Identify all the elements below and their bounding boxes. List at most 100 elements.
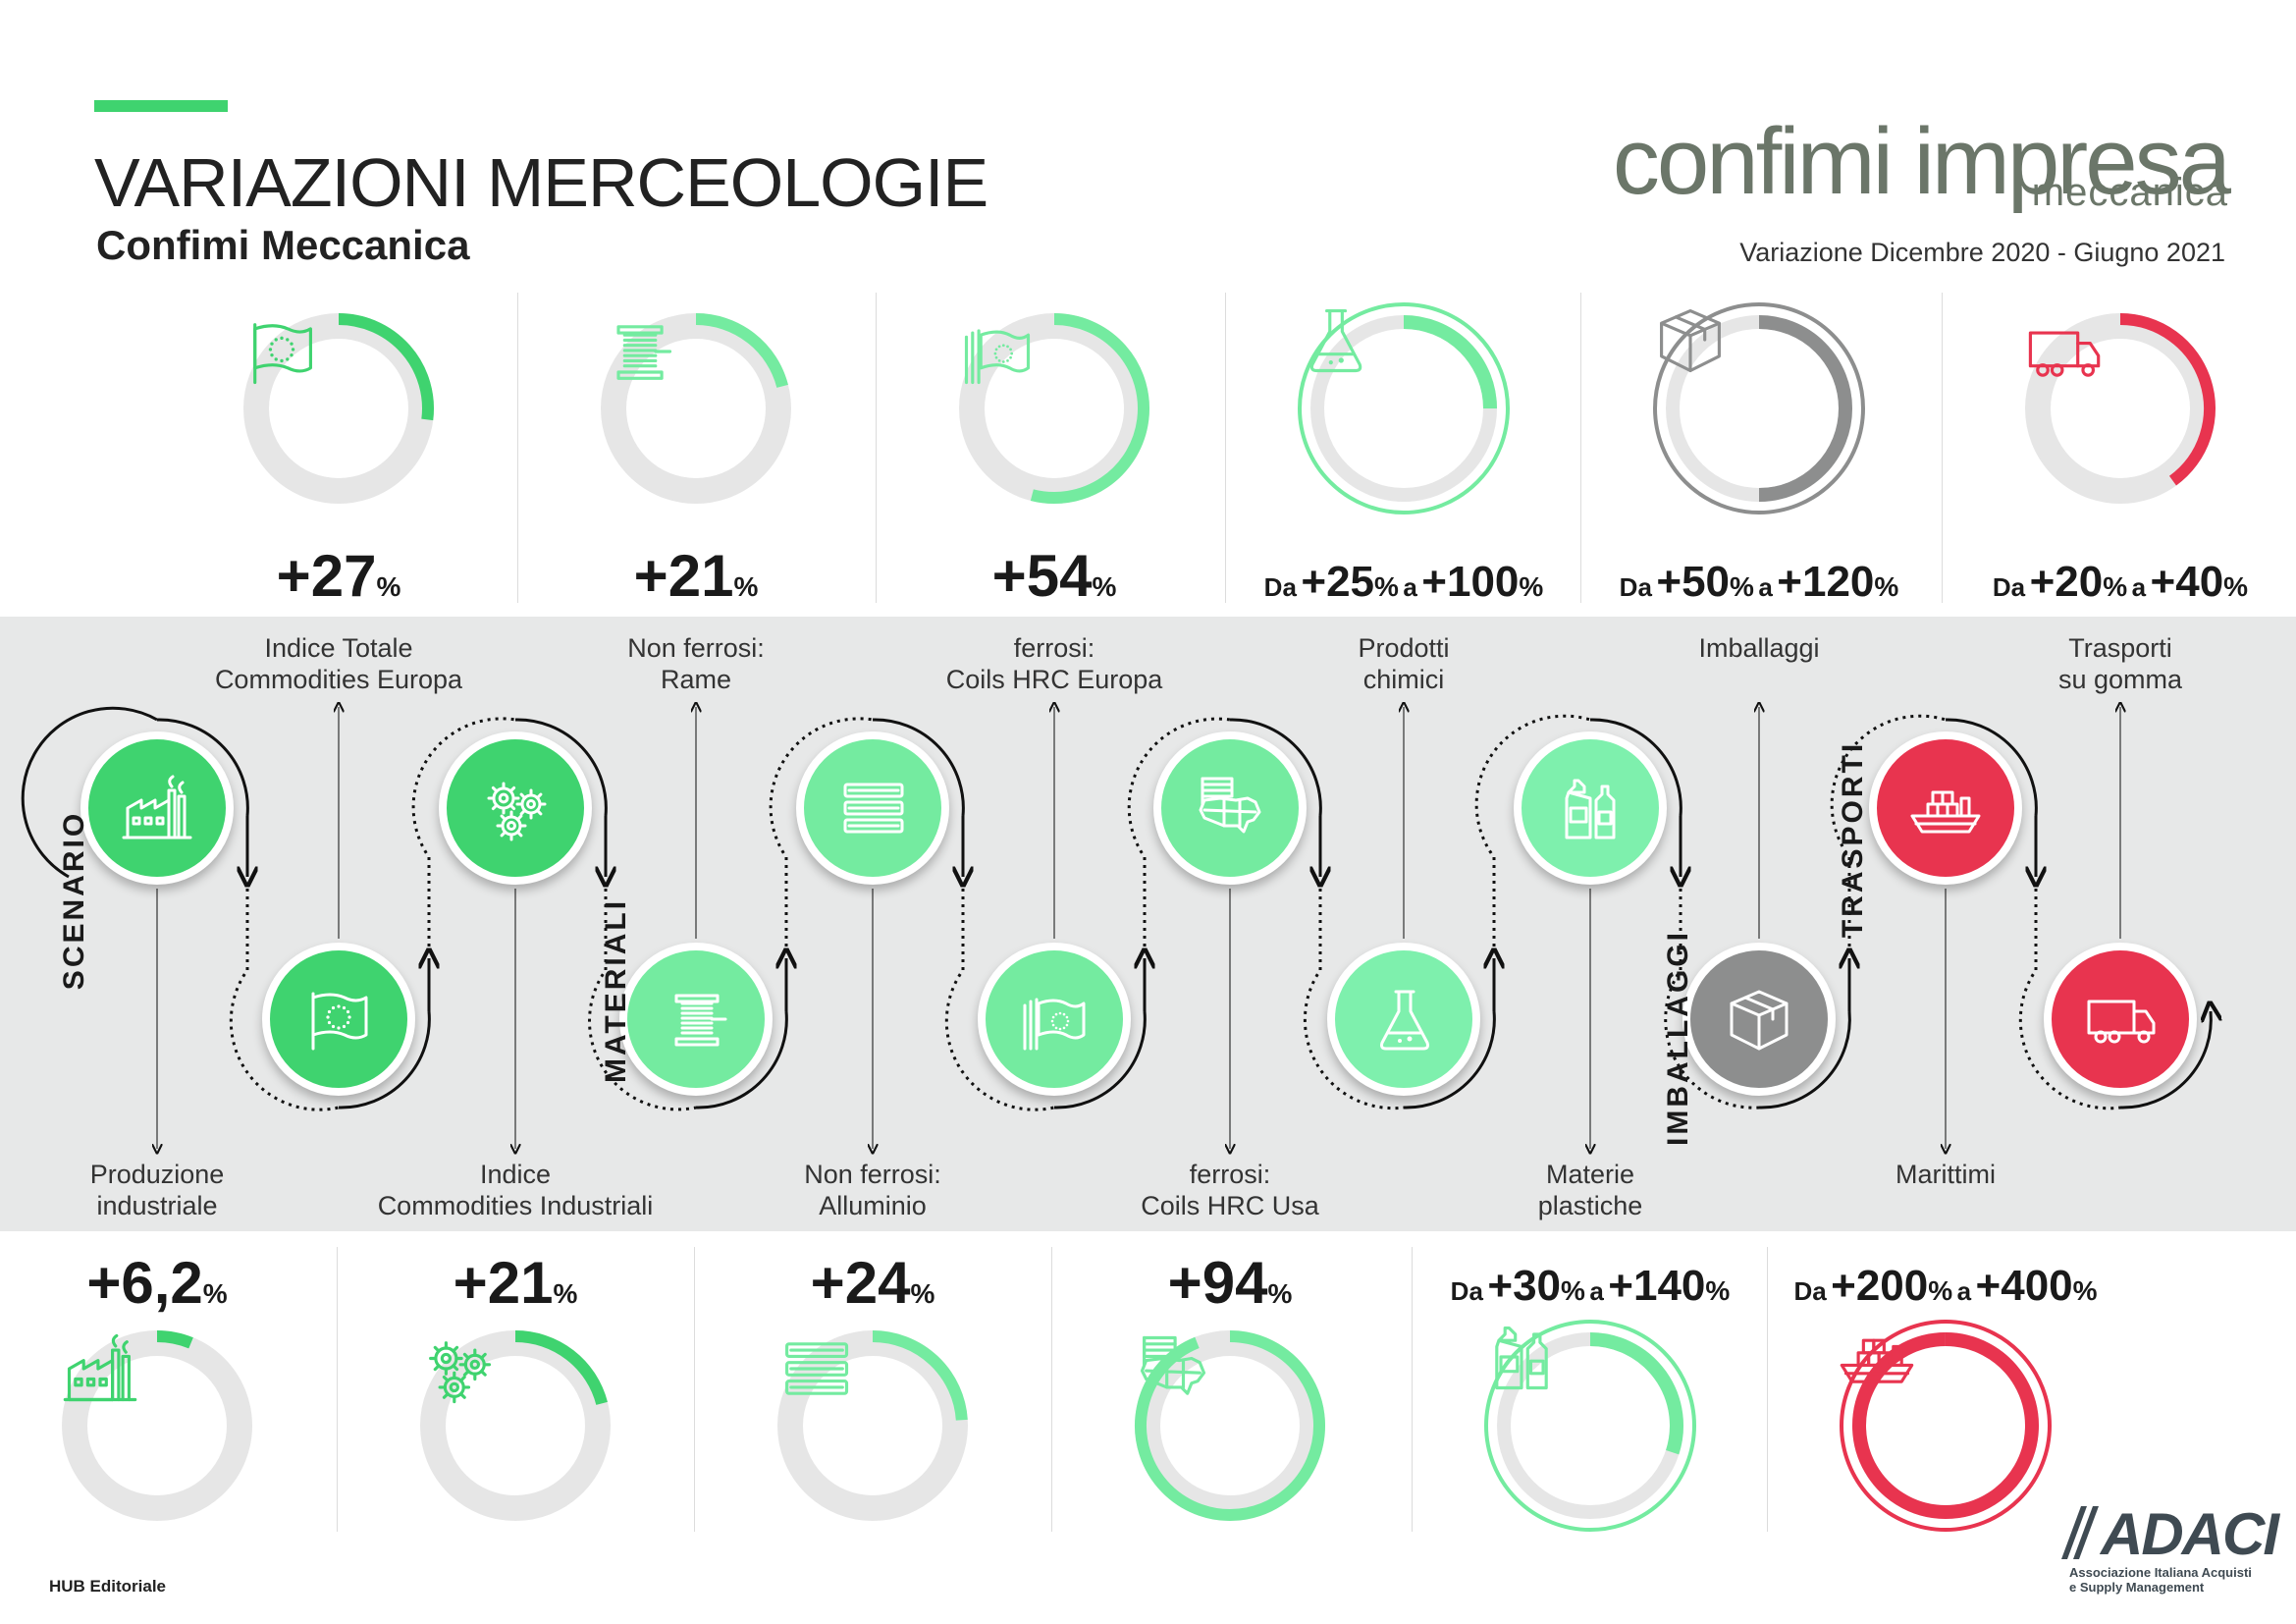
label-line-1: ferrosi: [1189,1160,1271,1189]
timeline-node-coils-usa [1153,731,1307,885]
timeline-node-imballaggi [1682,943,1836,1096]
gauge-coils-usa [1132,1327,1328,1524]
timeline-node-indice-totale [262,943,415,1096]
section-label-imballaggi: IMBALLAGGI [1662,930,1694,1146]
timeline-label-produzione: Produzione industriale [0,1159,314,1221]
unit: % [1730,571,1754,602]
column-divider [1412,1247,1413,1532]
unit-2: % [1874,571,1899,602]
gauge-coils-europa [956,310,1152,507]
adaci-subtitle-line1: Associazione Italiana Acquisti [2069,1565,2252,1580]
range-from-word: Da [1619,572,1652,602]
timeline-node-rame [619,943,773,1096]
label-line-2: Commodities Europa [214,665,463,694]
timeline-node-produzione [80,731,234,885]
range-from-word: Da [1450,1276,1483,1306]
ship-icon [1840,1338,1914,1383]
usa-map-icon [1140,1335,1206,1395]
ship-icon [1910,790,1981,834]
gauge-prodotti-chimici [1294,298,1514,518]
pct-materie-plastiche: Da +30% a +140% [1414,1262,1767,1311]
range-from-word: Da [1263,572,1297,602]
gauge-ring [1484,1320,1696,1532]
value: +20 [2029,558,2104,606]
section-label-scenario: SCENARIO [58,810,90,991]
column-divider [1051,1247,1052,1532]
timeline-label-commodities-industriali: Indice Commodities Industriali [358,1159,672,1221]
timeline-label-alluminio: Non ferrosi: Alluminio [716,1159,1030,1221]
steel-eu-flag-icon [1023,998,1086,1051]
timeline-node-coils-europa [978,943,1131,1096]
timeline-band [0,617,2296,1231]
logo-sub-text: meccanica [2031,171,2228,214]
unit-2: % [2072,1275,2098,1306]
unit: % [733,571,759,602]
timeline-label-trasporti-gomma: Trasporti su gomma [1963,632,2277,695]
gauge-ring [959,313,1149,504]
label-line-2: Commodities Industriali [377,1191,654,1220]
unit: % [1267,1278,1293,1309]
timeline-node-alluminio [796,731,949,885]
gauge-ring [1840,1320,2052,1532]
timeline-label-rame: Non ferrosi: Rame [539,632,853,695]
value-2: +40 [2150,558,2224,606]
unit: % [553,1278,578,1309]
steel-eu-flag-icon [964,329,1031,385]
label-line-2: Coils HRC Europa [945,665,1163,694]
label-line-2: industriale [96,1191,218,1220]
value-2: +140 [1608,1262,1706,1310]
label-line-2: Marittimi [1896,1160,1996,1189]
pct-rame: +21% [519,542,873,610]
pct-alluminio: +24% [696,1249,1049,1317]
gauge-ring [420,1330,611,1521]
period-label: Variazione Dicembre 2020 - Giugno 2021 [1739,238,2225,267]
range-to-word: a [2131,572,2147,602]
truck-icon [2087,1000,2156,1044]
usa-map-icon [1199,777,1261,834]
flask-icon [1380,990,1429,1051]
pct-coils-usa: +94% [1053,1249,1407,1317]
column-divider [1225,293,1226,603]
label-line-1: ferrosi: [1013,633,1095,663]
pct-imballaggi: Da +50% a +120% [1582,558,1936,607]
pct-prodotti-chimici: Da +25% a +100% [1227,558,1580,607]
unit-2: % [2223,571,2249,602]
label-line-1: Produzione [89,1160,225,1189]
copper-coil-icon [616,325,672,380]
unit: % [2103,571,2128,602]
timeline-node-marittimi [1869,731,2022,885]
gauge-produzione [59,1327,255,1524]
page-subtitle: Confimi Meccanica [96,222,470,268]
range-to-word: a [1758,572,1773,602]
label-line-2: su gomma [2057,665,2183,694]
value: +6,2 [86,1250,203,1316]
value: +21 [633,543,734,609]
value-2: +120 [1777,558,1875,606]
box-icon [1660,309,1721,373]
timeline-label-materie-plastiche: Materie plastiche [1433,1159,1747,1221]
value-2: +100 [1421,558,1520,606]
value: +30 [1487,1262,1562,1310]
gauge-ring [777,1330,968,1521]
unit: % [1561,1275,1585,1306]
gauge-ring [2025,313,2216,504]
unit: % [376,571,401,602]
gears-icon [429,1341,492,1404]
gauge-ring [62,1330,252,1521]
gauge-alluminio [774,1327,971,1524]
aluminium-bars-icon [843,783,904,834]
label-line-1: Imballaggi [1698,633,1820,663]
timeline-label-indice-totale: Indice Totale Commodities Europa [182,632,496,695]
bottles-icon [1495,1326,1548,1390]
label-line-2: chimici [1362,665,1445,694]
flask-icon [1309,309,1362,373]
adaci-subtitle-line2: e Supply Management [2069,1580,2205,1595]
adaci-mark-icon [2061,1506,2099,1559]
gauge-trasporti-gomma [2022,310,2218,507]
value: +94 [1167,1250,1268,1316]
column-divider [517,293,518,603]
timeline-label-coils-europa: ferrosi: Coils HRC Europa [897,632,1211,695]
label-line-1: Trasporti [2068,633,2172,663]
label-line-1: Materie [1545,1160,1635,1189]
column-divider [337,1247,338,1532]
